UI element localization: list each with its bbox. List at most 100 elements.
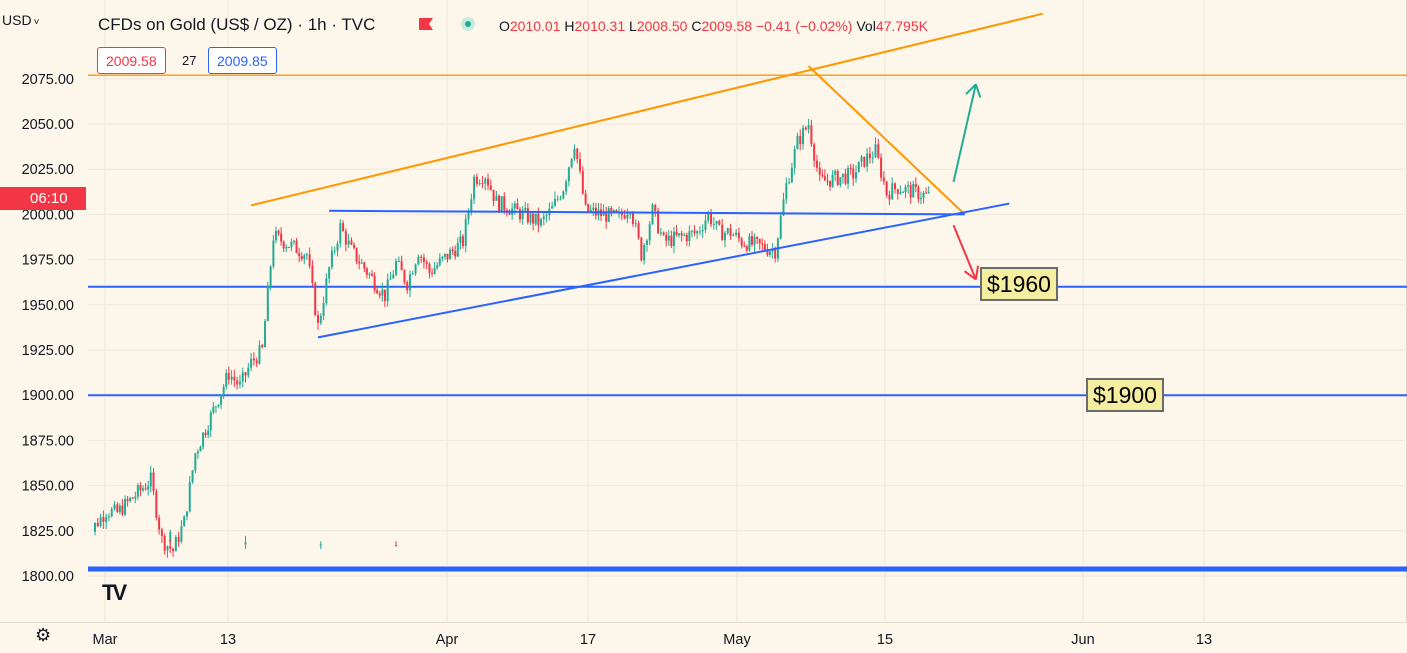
orange-descending-trendline[interactable] [807,65,966,216]
orange-resistance-trendline[interactable] [250,12,1043,207]
x-tick-label-2: Apr [436,632,459,648]
blue-flat-trendline[interactable] [329,209,965,216]
y-tick-label-9: 1850.00 [22,479,74,495]
callout-1960[interactable]: $1960 [980,267,1058,301]
candle-body [726,228,729,233]
y-tick-label-0: 2075.00 [22,72,74,88]
candle-body [678,233,681,236]
candle-body [492,189,495,201]
candle-body [207,430,210,435]
candle-body [651,204,654,224]
blue-support-trendline[interactable] [317,202,1010,339]
candle-body [142,488,145,491]
candle-body [124,498,127,515]
candle-body [559,198,562,200]
candle-body [584,193,587,205]
candle-body [152,472,155,492]
currency-label: USD [2,12,32,28]
candle-body [180,526,183,542]
currency-selector[interactable]: USD ˅ [2,12,39,28]
bar-countdown: 06:10 [0,187,86,210]
candle-body [707,212,710,221]
candle-body [537,213,540,226]
candle-body [456,242,459,257]
candle-body [925,192,928,194]
candle-body [831,174,834,187]
candle-body [813,144,816,161]
low-label: L [629,18,637,34]
candle-body [922,192,925,198]
buy-price-button[interactable]: 2009.85 [208,47,277,74]
candle-body [796,135,799,150]
y-tick-label-2: 2025.00 [22,162,74,178]
candle-body [894,183,897,190]
price-scale[interactable]: 2075.00 2050.00 2025.00 2000.00 1975.00 1950.… [0,0,88,622]
candle-body [183,516,186,527]
candle-body [823,176,826,181]
candle-body [750,236,753,245]
candle-body [144,488,147,490]
candle-body [386,279,389,302]
candle-body [344,231,347,245]
candle-body [214,406,217,408]
candle-body [849,167,852,169]
candle-body [774,249,777,259]
candle-body [919,197,922,200]
sell-price-button[interactable]: 2009.58 [97,47,166,74]
trendlines [250,12,1043,339]
candle-body [654,204,657,211]
candle-body [877,144,880,158]
candle-body [244,542,247,545]
candle-body [640,237,643,261]
candle-body [790,167,793,183]
candle-body [459,236,462,243]
time-scale[interactable]: Mar 13 Apr 17 May 15 Jun 13 [0,622,1407,653]
candle-body [403,270,406,283]
candle-body [350,240,353,245]
candle-body [383,289,386,302]
candle-body [710,212,713,225]
change-value: −0.41 (−0.02%) [755,18,853,34]
candle-body [836,170,839,185]
flag-icon[interactable] [418,17,434,31]
candle-body [147,486,150,490]
candle-body [292,240,295,242]
candle-body [534,213,537,224]
candle-body [562,191,565,199]
candle-body [667,235,670,241]
candle-body [163,535,166,551]
candle-body [269,266,272,286]
candle-body [526,208,529,223]
candle-body [807,125,810,130]
candle-body [188,482,191,512]
callout-1900[interactable]: $1900 [1086,378,1164,412]
candle-body [745,246,748,251]
candle-body [389,278,392,280]
open-label: O [499,18,510,34]
candle-body [149,472,152,487]
up-arrow-icon[interactable] [952,83,982,183]
candle-body [266,285,269,322]
candle-body [378,293,381,296]
candle-body [420,256,423,258]
candle-body [834,170,837,175]
down-arrow-icon[interactable] [952,224,980,281]
candle-body [735,232,738,235]
candle-body [373,275,376,290]
gear-icon[interactable]: ⚙ [35,625,52,645]
candle-body [769,251,772,255]
candle-body [241,372,244,382]
candle-body [449,249,452,260]
candle-body [495,195,498,201]
symbol-title[interactable]: CFDs on Gold (US$ / OZ) · 1h · TVC [98,15,376,34]
candle-body [436,265,439,269]
candle-body [371,273,374,276]
tradingview-logo[interactable]: TV [102,580,127,605]
candle-body [521,210,524,220]
candle-body [732,234,735,236]
candle-body [160,529,163,536]
candle-body [715,220,718,224]
candle-body [238,381,241,385]
